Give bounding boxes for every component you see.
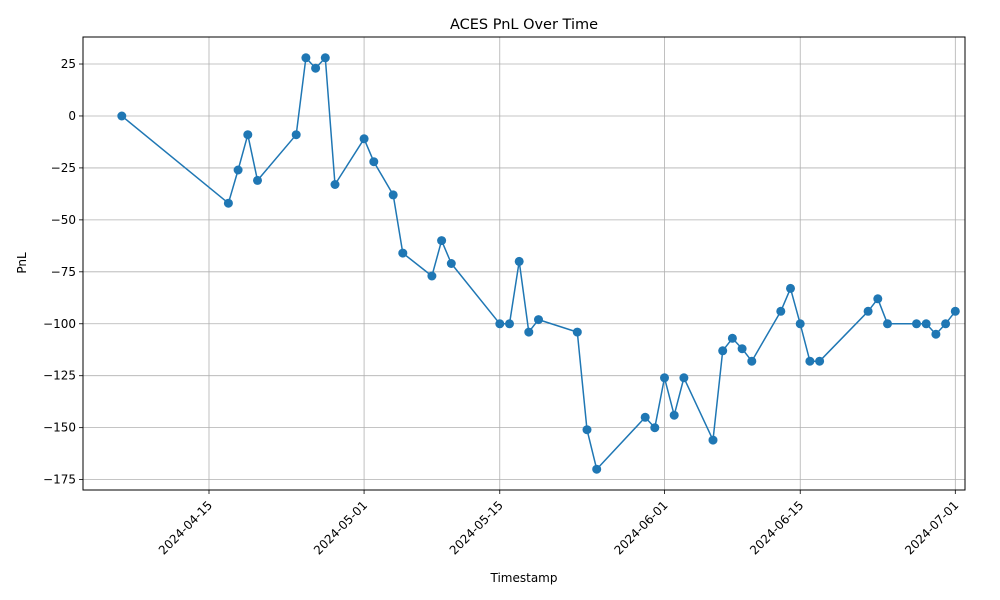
data-point (931, 329, 941, 339)
data-point (863, 306, 873, 316)
data-point (815, 356, 825, 366)
data-point (437, 236, 447, 246)
data-point (640, 412, 650, 422)
y-tick-label: −125 (43, 369, 76, 383)
data-point (398, 248, 408, 258)
data-point (446, 259, 456, 268)
data-point (795, 319, 805, 329)
data-point (388, 190, 398, 200)
y-tick-label: −150 (43, 421, 76, 435)
y-tick-label: 0 (68, 109, 76, 123)
data-point (883, 319, 892, 329)
data-point (660, 373, 669, 383)
data-points-group (117, 53, 960, 474)
data-point (747, 356, 757, 366)
y-tick-label: −100 (43, 317, 76, 331)
data-point (921, 319, 931, 329)
grid-lines (83, 37, 965, 490)
y-tick-label: −25 (51, 161, 76, 175)
data-point (941, 319, 951, 329)
data-point (291, 130, 301, 140)
data-point (650, 423, 660, 433)
data-point (524, 327, 534, 337)
plot-area (83, 37, 965, 490)
data-point (253, 175, 262, 185)
y-tick-label: −175 (43, 473, 76, 487)
data-point (117, 111, 127, 121)
data-point (505, 319, 514, 329)
y-tick-label: 25 (61, 57, 76, 71)
data-point (223, 198, 233, 208)
data-point (737, 344, 747, 354)
data-point (320, 53, 330, 63)
data-point (572, 327, 582, 337)
data-point (912, 319, 921, 329)
y-axis: 25 0 −25 −50 −75 −100 −125 −150 −175 (43, 57, 83, 487)
data-point (534, 315, 543, 325)
data-point (233, 165, 243, 175)
data-point (786, 283, 795, 293)
data-point (495, 319, 505, 329)
x-axis-label: Timestamp (490, 571, 558, 585)
data-point (359, 134, 369, 144)
data-point (805, 356, 815, 366)
data-point (727, 333, 737, 343)
data-point (427, 271, 437, 281)
data-point (330, 180, 340, 189)
data-point (708, 435, 718, 445)
data-point (514, 256, 524, 266)
data-point (311, 63, 321, 73)
data-point (369, 157, 379, 167)
data-point (873, 294, 883, 304)
plot-frame (82, 36, 966, 491)
data-point (679, 373, 689, 383)
data-point (301, 53, 311, 63)
chart-title: ACES PnL Over Time (450, 17, 598, 33)
y-axis-label: PnL (15, 252, 29, 274)
data-point (776, 306, 786, 316)
data-point (669, 410, 679, 420)
data-point (592, 464, 602, 474)
data-point (718, 346, 728, 356)
y-tick-label: −50 (51, 213, 76, 227)
data-point (243, 130, 253, 140)
data-point (950, 306, 960, 316)
data-point (582, 425, 592, 435)
y-tick-label: −75 (51, 265, 76, 279)
